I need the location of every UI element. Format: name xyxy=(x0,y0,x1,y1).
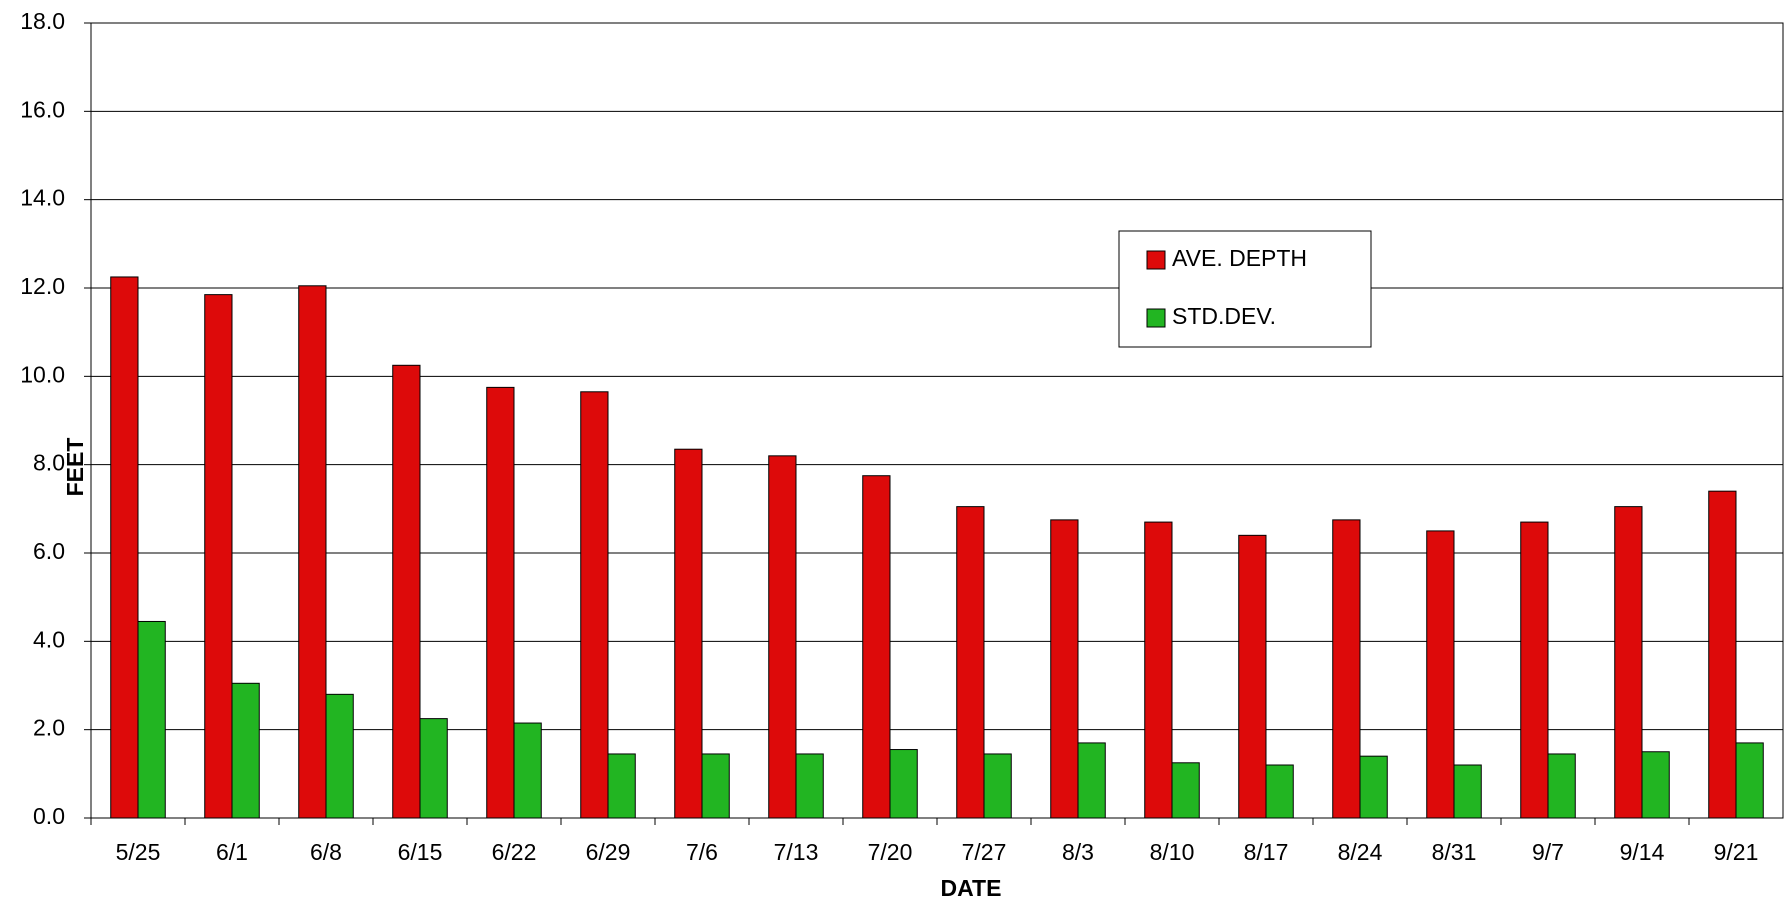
bar xyxy=(1332,519,1361,819)
x-tick-label: 7/13 xyxy=(774,839,819,865)
y-tick-label: 10.0 xyxy=(20,361,65,387)
y-tick-label: 0.0 xyxy=(33,803,65,829)
bar xyxy=(325,693,354,819)
bar xyxy=(419,718,448,819)
bar xyxy=(580,391,609,819)
y-tick-label: 18.0 xyxy=(20,8,65,34)
bar xyxy=(110,276,139,819)
legend-swatch xyxy=(1146,250,1166,270)
x-tick-label: 6/1 xyxy=(216,839,248,865)
y-tick-label: 4.0 xyxy=(33,626,65,652)
x-tick-label: 6/15 xyxy=(398,839,443,865)
y-tick-label: 2.0 xyxy=(33,715,65,741)
bar xyxy=(1238,534,1267,819)
legend-label: STD.DEV. xyxy=(1172,303,1276,329)
y-tick-label: 12.0 xyxy=(20,273,65,299)
bar xyxy=(1614,506,1643,819)
bar xyxy=(795,753,824,819)
bar xyxy=(1453,764,1482,819)
legend-label: AVE. DEPTH xyxy=(1172,245,1307,271)
y-tick-label: 14.0 xyxy=(20,185,65,211)
bar xyxy=(231,682,260,819)
x-tick-label: 8/10 xyxy=(1150,839,1195,865)
x-tick-label: 8/24 xyxy=(1338,839,1383,865)
x-tick-label: 7/20 xyxy=(868,839,913,865)
bar xyxy=(1077,742,1106,819)
x-tick-label: 7/6 xyxy=(686,839,718,865)
bar xyxy=(768,455,797,819)
bar xyxy=(701,753,730,819)
x-tick-label: 9/7 xyxy=(1532,839,1564,865)
x-tick-label: 6/29 xyxy=(586,839,631,865)
bar xyxy=(983,753,1012,819)
bar xyxy=(1520,521,1549,819)
y-tick-label: 6.0 xyxy=(33,538,65,564)
legend-box xyxy=(1118,230,1372,348)
bar xyxy=(137,620,166,819)
bar xyxy=(486,386,515,819)
bar xyxy=(862,475,891,819)
bar xyxy=(298,285,327,819)
bar xyxy=(204,294,233,819)
bar xyxy=(392,364,421,819)
x-tick-label: 6/8 xyxy=(310,839,342,865)
bar xyxy=(674,448,703,819)
bar xyxy=(1265,764,1294,819)
y-tick-label: 8.0 xyxy=(33,450,65,476)
x-axis-title: DATE xyxy=(941,875,1002,901)
x-tick-label: 6/22 xyxy=(492,839,537,865)
bar xyxy=(1426,530,1455,819)
bar xyxy=(607,753,636,819)
x-tick-label: 9/21 xyxy=(1714,839,1759,865)
x-tick-label: 9/14 xyxy=(1620,839,1665,865)
bar xyxy=(1735,742,1764,819)
y-axis-title: FEET xyxy=(62,438,88,497)
bar xyxy=(889,749,918,819)
bar xyxy=(1050,519,1079,819)
x-tick-label: 8/3 xyxy=(1062,839,1094,865)
x-tick-label: 7/27 xyxy=(962,839,1007,865)
bar xyxy=(1144,521,1173,819)
bar xyxy=(1708,490,1737,819)
x-tick-label: 8/17 xyxy=(1244,839,1289,865)
legend-swatch xyxy=(1146,308,1166,328)
bar xyxy=(1641,751,1670,819)
bar xyxy=(1171,762,1200,819)
bar xyxy=(1359,755,1388,819)
x-tick-label: 5/25 xyxy=(116,839,161,865)
bar xyxy=(956,506,985,819)
y-tick-label: 16.0 xyxy=(20,96,65,122)
x-tick-label: 8/31 xyxy=(1432,839,1477,865)
bar xyxy=(1547,753,1576,819)
bar xyxy=(513,722,542,819)
